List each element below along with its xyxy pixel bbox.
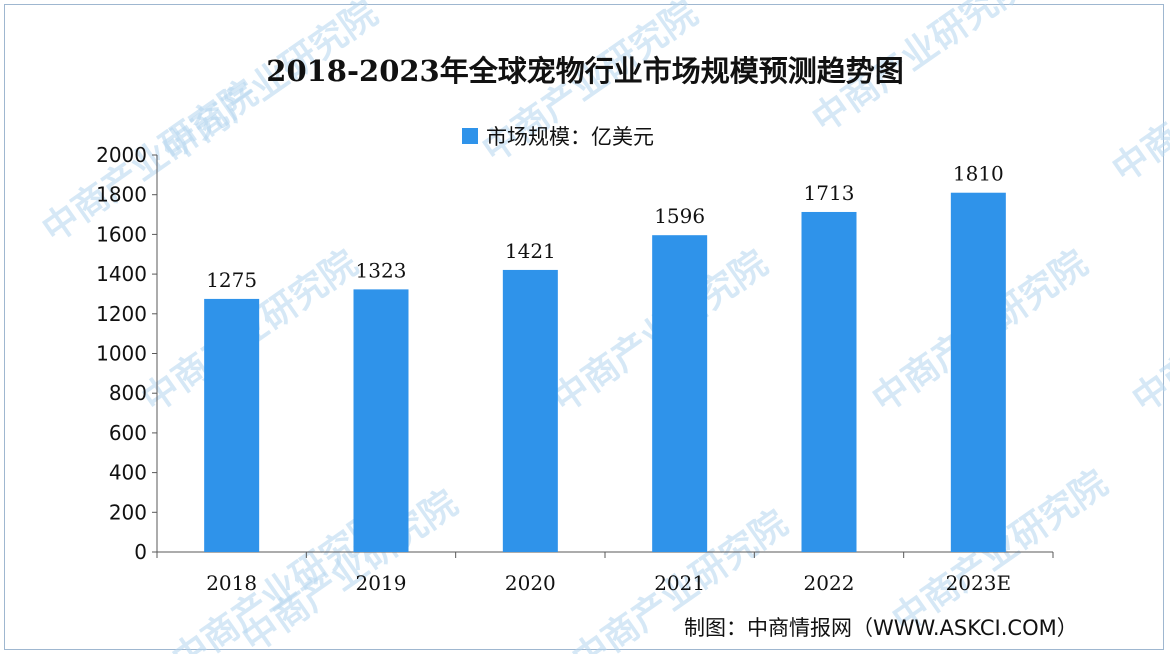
data-label: 1275 <box>206 268 257 292</box>
y-tick-label: 1600 <box>96 222 147 246</box>
source-credit: 制图：中商情报网（WWW.ASKCI.COM） <box>684 616 1078 640</box>
data-label: 1421 <box>505 239 556 263</box>
x-tick-label: 2018 <box>206 571 257 595</box>
bar <box>652 235 708 552</box>
legend-label: 市场规模：亿美元 <box>486 125 654 149</box>
y-tick-label: 400 <box>109 461 147 485</box>
x-tick-label: 2023E <box>946 571 1012 595</box>
data-label: 1596 <box>654 204 705 228</box>
bar <box>801 211 857 553</box>
chart-title: 2018-2023年全球宠物行业市场规模预测趋势图 <box>266 54 904 88</box>
x-tick-label: 2020 <box>505 571 556 595</box>
data-label: 1810 <box>953 162 1004 186</box>
y-tick-label: 800 <box>109 381 147 405</box>
legend-swatch <box>462 128 478 144</box>
bar <box>353 289 409 552</box>
y-tick-label: 0 <box>134 540 147 564</box>
y-tick-label: 200 <box>109 500 147 524</box>
bar <box>204 298 260 552</box>
data-label: 1323 <box>356 258 407 282</box>
bar <box>502 269 558 552</box>
y-tick-label: 1200 <box>96 302 147 326</box>
x-tick-label: 2019 <box>356 571 407 595</box>
bar <box>950 192 1006 552</box>
y-tick-label: 600 <box>109 421 147 445</box>
x-tick-label: 2022 <box>804 571 855 595</box>
legend: 市场规模：亿美元 <box>462 124 654 149</box>
y-tick-label: 1400 <box>96 262 147 286</box>
y-tick-label: 1000 <box>96 342 147 366</box>
data-label: 1713 <box>804 181 855 205</box>
y-tick-label: 2000 <box>96 143 147 167</box>
y-tick-label: 1800 <box>96 183 147 207</box>
x-tick-label: 2021 <box>654 571 705 595</box>
